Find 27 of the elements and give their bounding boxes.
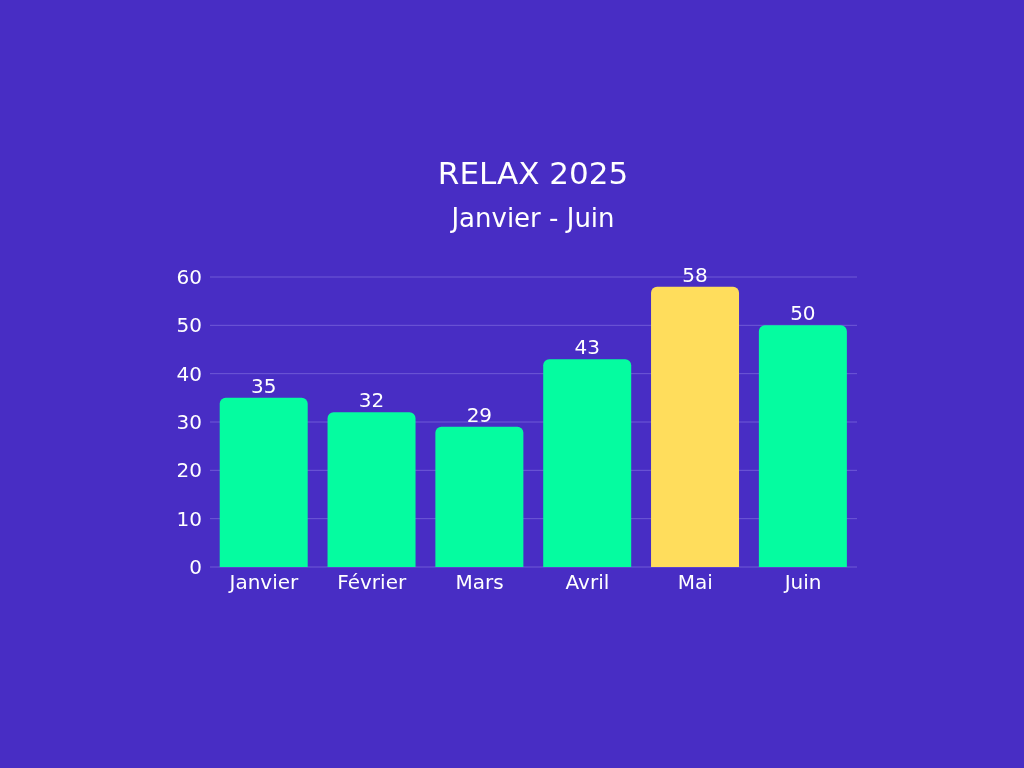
data-label: 29 — [466, 402, 493, 427]
chart-title: RELAX 2025 — [436, 155, 630, 191]
x-tick-label: Avril — [565, 570, 610, 595]
x-tick-label: Février — [337, 570, 407, 595]
bar — [435, 426, 524, 567]
chart-subtitle: Janvier - Juin — [449, 203, 616, 233]
data-label: 58 — [682, 262, 708, 287]
y-tick-label: 0 — [189, 555, 202, 580]
x-tick-label: Mars — [455, 570, 504, 595]
y-tick-label: 20 — [176, 458, 202, 483]
y-tick-label: 40 — [176, 361, 202, 386]
data-label: 35 — [250, 373, 277, 398]
bar — [219, 397, 308, 567]
y-tick-label: 60 — [176, 265, 202, 290]
bar — [651, 286, 740, 567]
data-label: 50 — [790, 301, 816, 326]
x-tick-label: Juin — [782, 570, 822, 595]
x-tick-label: Mai — [677, 570, 713, 595]
bar — [543, 359, 632, 567]
data-label: 32 — [358, 388, 385, 413]
bar — [327, 412, 416, 567]
y-tick-label: 10 — [176, 506, 202, 531]
x-tick-label: Janvier — [227, 570, 300, 595]
y-tick-label: 30 — [176, 410, 202, 435]
data-label: 43 — [574, 335, 600, 360]
y-tick-label: 50 — [176, 313, 202, 338]
bar — [758, 325, 847, 567]
